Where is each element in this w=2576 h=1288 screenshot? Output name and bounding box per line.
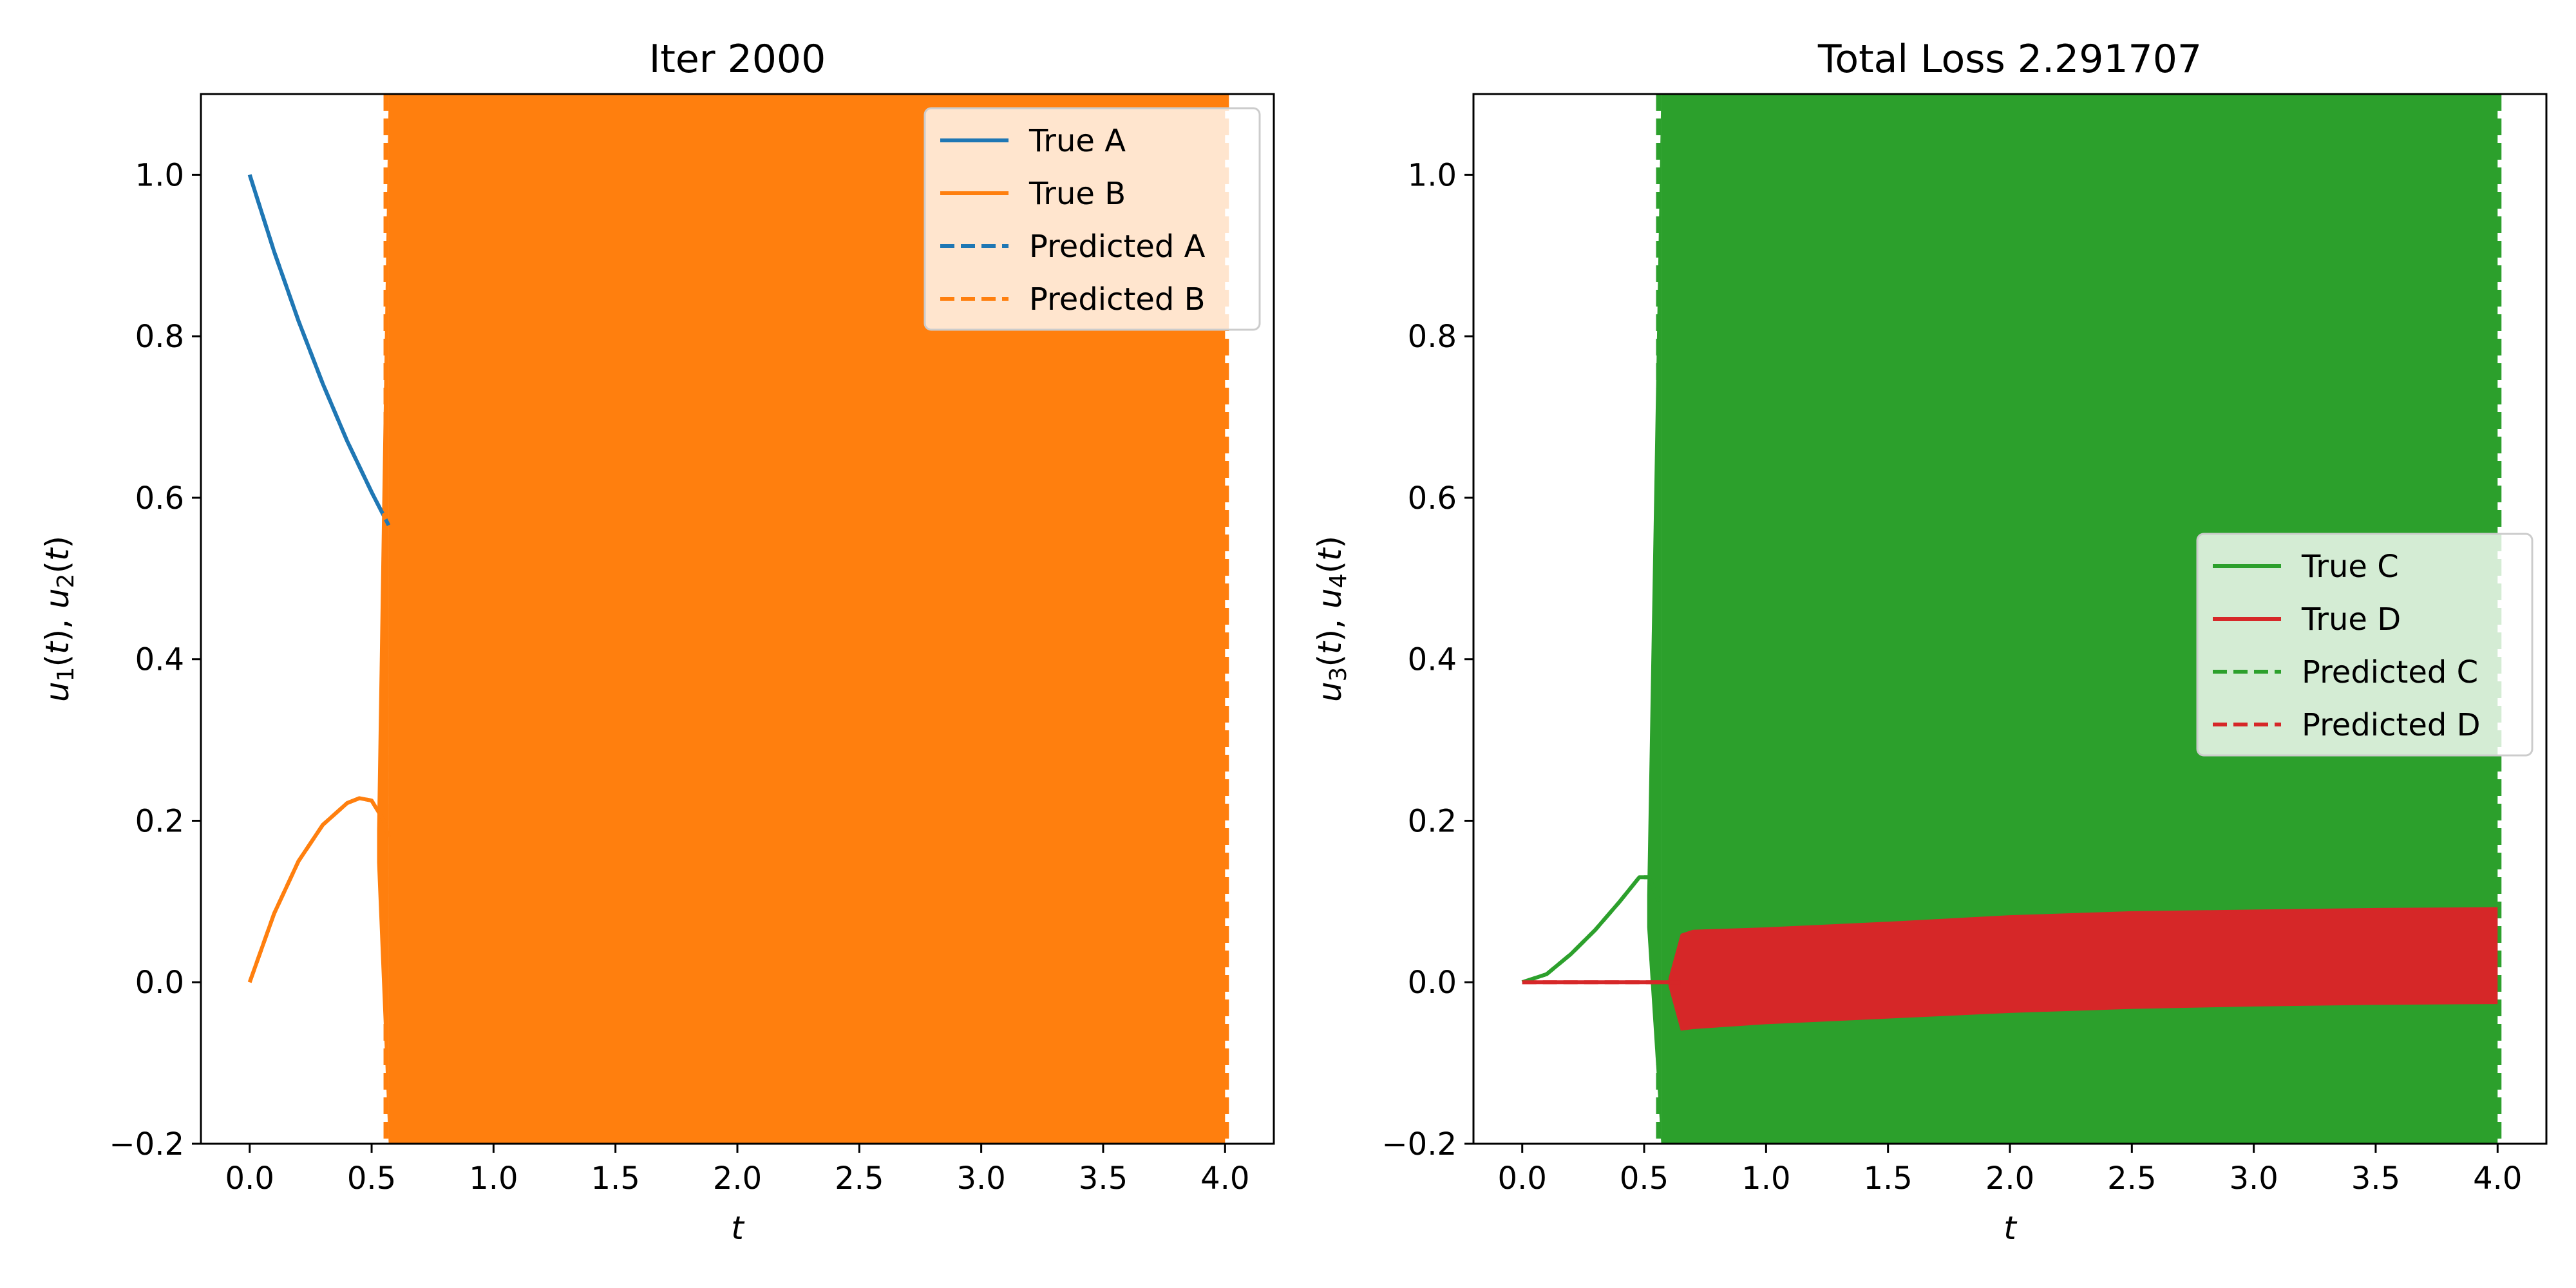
x-tick-label: 0.0 [1498,1160,1547,1197]
y-tick-label: 0.0 [135,965,184,1001]
x-tick-label: 1.0 [1741,1160,1790,1197]
legend-box [923,107,1261,331]
x-tick-label: 0.5 [1620,1160,1669,1197]
x-tick-label: 3.5 [1079,1160,1128,1197]
x-tick-label: 1.5 [591,1160,640,1197]
legend-label-predicted-c: Predicted C [2302,654,2478,690]
legend-label-true-b: True B [1028,176,1126,212]
y-tick-label: 0.8 [1408,319,1457,355]
x-tick-label: 4.0 [1200,1160,1249,1197]
left-chart: Iter 2000 0.0 0.5 1.0 1.5 2.0 2.5 3.0 3.5 4.0 −0.2… [39,37,1275,1247]
x-axis-label: t [2003,1209,2018,1247]
y-tick-label: 0.0 [1408,965,1457,1001]
x-tick-label: 4.0 [2473,1160,2522,1197]
legend-label-predicted-d: Predicted D [2302,707,2481,743]
legend-label-true-a: True A [1028,123,1126,159]
y-tick-label: 1.0 [135,157,184,193]
chart-title: Iter 2000 [649,37,826,82]
x-tick-label: 3.0 [2229,1160,2278,1197]
series-true-b-transition [377,94,389,1144]
x-tick-label: 2.0 [1985,1160,2034,1197]
y-tick-label: 0.8 [135,319,184,355]
legend-label-predicted-b: Predicted B [1029,281,1206,317]
y-tick-label: 0.4 [135,642,184,678]
y-tick-label: 0.4 [1408,642,1457,678]
x-axis-label: t [731,1209,745,1247]
x-tick-label: 1.5 [1864,1160,1913,1197]
series-predicted-b-line [247,796,391,983]
x-tick-label: 2.5 [2107,1160,2156,1197]
y-tick-label: 0.2 [1408,803,1457,839]
y-tick-label: −0.2 [1381,1126,1457,1162]
legend: True C True D Predicted C Predicted D [2196,533,2533,757]
right-chart: Total Loss 2.291707 0.0 0.5 1.0 1.5 2.0 2.5 3.0… [1311,37,2548,1247]
legend-label-true-d: True D [2301,601,2401,638]
legend-box [2196,533,2533,757]
legend-label-true-c: True C [2301,549,2399,585]
y-tick-label: 0.6 [1408,480,1457,516]
y-tick-label: 1.0 [1408,157,1457,193]
y-tick-label: 0.2 [135,803,184,839]
legend: True A True B Predicted A Predicted B [923,107,1261,331]
series-true-d-oscillation-band [1668,907,2498,1031]
x-tick-label: 0.0 [225,1160,274,1197]
y-axis-label: u1(t), u2(t) [39,536,80,702]
series-predicted-c-line [1521,875,1661,985]
x-tick-label: 3.5 [2351,1160,2400,1197]
y-tick-label: 0.6 [135,480,184,516]
x-tick-label: 1.0 [469,1160,518,1197]
x-tick-label: 0.5 [347,1160,396,1197]
x-tick-label: 2.5 [835,1160,884,1197]
legend-label-predicted-a: Predicted A [1029,229,1206,265]
x-tick-label: 3.0 [956,1160,1005,1197]
x-tick-label: 2.0 [713,1160,762,1197]
chart-title: Total Loss 2.291707 [1817,37,2202,82]
y-tick-label: −0.2 [109,1126,184,1162]
series-predicted-a-line [247,174,391,526]
y-axis-label: u3(t), u4(t) [1311,536,1352,702]
